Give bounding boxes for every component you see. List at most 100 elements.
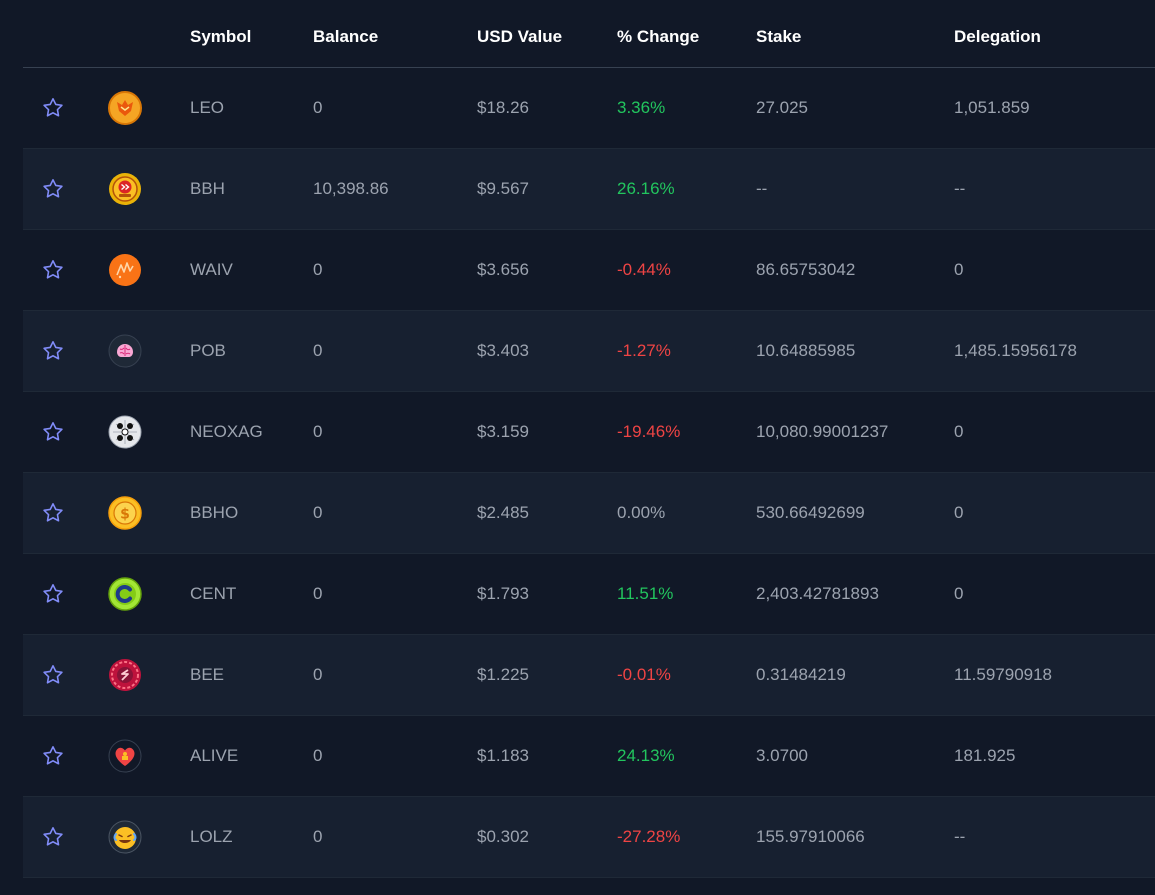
star-icon[interactable] — [41, 420, 65, 444]
table-row[interactable]: CENT 0 $1.793 11.51% 2,403.42781893 0 — [23, 554, 1155, 635]
column-header-change[interactable]: % Change — [617, 27, 700, 46]
table-row[interactable]: LOLZ 0 $0.302 -27.28% 155.97910066 -- — [23, 797, 1155, 878]
token-change: 26.16% — [617, 179, 675, 198]
table-row[interactable]: $ BBHO 0 $2.485 0.00% 530.66492699 0 — [23, 473, 1155, 554]
token-usd-value: $0.302 — [477, 827, 529, 846]
token-change: 3.36% — [617, 98, 666, 117]
token-stake: 155.97910066 — [756, 827, 865, 846]
token-symbol[interactable]: ALIVE — [190, 746, 239, 765]
token-balance: 0 — [313, 827, 323, 846]
star-icon[interactable] — [41, 339, 65, 363]
token-stake: 27.025 — [756, 98, 808, 117]
token-delegation: -- — [954, 827, 966, 846]
token-change: -1.27% — [617, 341, 671, 360]
table-row[interactable]: WAIV 0 $3.656 -0.44% 86.65753042 0 — [23, 230, 1155, 311]
neoxag-token-icon — [108, 415, 142, 449]
token-change: -27.28% — [617, 827, 681, 846]
token-change: 24.13% — [617, 746, 675, 765]
star-icon[interactable] — [41, 258, 65, 282]
table-body: LEO 0 $18.26 3.36% 27.025 1,051.859 BBH … — [23, 68, 1155, 878]
token-usd-value: $2.485 — [477, 503, 529, 522]
token-stake: 530.66492699 — [756, 503, 865, 522]
token-usd-value: $9.567 — [477, 179, 529, 198]
token-symbol[interactable]: BBHO — [190, 503, 239, 522]
waiv-token-icon — [108, 253, 142, 287]
token-symbol[interactable]: WAIV — [190, 260, 233, 279]
token-stake: 3.0700 — [756, 746, 808, 765]
token-delegation: 1,485.15956178 — [954, 341, 1077, 360]
alive-token-icon — [108, 739, 142, 773]
token-symbol[interactable]: LOLZ — [190, 827, 233, 846]
table-row[interactable]: LEO 0 $18.26 3.36% 27.025 1,051.859 — [23, 68, 1155, 149]
token-symbol[interactable]: BEE — [190, 665, 225, 684]
table-row[interactable]: ALIVE 0 $1.183 24.13% 3.0700 181.925 — [23, 716, 1155, 797]
bbh-token-icon — [108, 172, 142, 206]
token-balance: 0 — [313, 341, 323, 360]
column-header-balance[interactable]: Balance — [313, 27, 379, 46]
cent-token-icon — [108, 577, 142, 611]
token-balance: 0 — [313, 665, 323, 684]
star-icon[interactable] — [41, 825, 65, 849]
token-change: -0.44% — [617, 260, 671, 279]
token-balance: 0 — [313, 260, 323, 279]
column-header-stake[interactable]: Stake — [756, 27, 802, 46]
token-delegation: 0 — [954, 260, 964, 279]
token-delegation: 0 — [954, 422, 964, 441]
token-usd-value: $3.656 — [477, 260, 529, 279]
token-change: -0.01% — [617, 665, 671, 684]
column-header-symbol[interactable]: Symbol — [190, 27, 252, 46]
token-usd-value: $18.26 — [477, 98, 529, 117]
lolz-token-icon — [108, 820, 142, 854]
token-balance: 10,398.86 — [313, 179, 389, 198]
token-balance: 0 — [313, 746, 323, 765]
table-row[interactable]: BEE 0 $1.225 -0.01% 0.31484219 11.597909… — [23, 635, 1155, 716]
token-usd-value: $3.403 — [477, 341, 529, 360]
token-symbol[interactable]: NEOXAG — [190, 422, 263, 441]
star-icon[interactable] — [41, 96, 65, 120]
table-header: Symbol Balance USD Value % Change Stake … — [23, 0, 1155, 68]
token-symbol[interactable]: LEO — [190, 98, 225, 117]
bbho-token-icon: $ — [108, 496, 142, 530]
token-delegation: 11.59790918 — [954, 665, 1053, 684]
token-stake: 0.31484219 — [756, 665, 846, 684]
leo-token-icon — [108, 91, 142, 125]
token-stake: 86.65753042 — [756, 260, 856, 279]
table-row[interactable]: POB 0 $3.403 -1.27% 10.64885985 1,485.15… — [23, 311, 1155, 392]
token-change: -19.46% — [617, 422, 681, 441]
column-header-usd-value[interactable]: USD Value — [477, 27, 563, 46]
token-symbol[interactable]: BBH — [190, 179, 225, 198]
token-usd-value: $1.793 — [477, 584, 529, 603]
token-balance: 0 — [313, 503, 323, 522]
table-row[interactable]: NEOXAG 0 $3.159 -19.46% 10,080.99001237 … — [23, 392, 1155, 473]
table-row[interactable]: BBH 10,398.86 $9.567 26.16% -- -- — [23, 149, 1155, 230]
token-usd-value: $3.159 — [477, 422, 529, 441]
token-change: 0.00% — [617, 503, 666, 522]
star-icon[interactable] — [41, 663, 65, 687]
token-delegation: 0 — [954, 584, 964, 603]
token-table: Symbol Balance USD Value % Change Stake … — [23, 0, 1155, 878]
token-delegation: -- — [954, 179, 966, 198]
token-stake: 2,403.42781893 — [756, 584, 879, 603]
token-stake: 10.64885985 — [756, 341, 856, 360]
star-icon[interactable] — [41, 177, 65, 201]
token-change: 11.51% — [617, 584, 674, 603]
star-icon[interactable] — [41, 582, 65, 606]
bee-token-icon — [108, 658, 142, 692]
token-balance: 0 — [313, 584, 323, 603]
token-symbol[interactable]: CENT — [190, 584, 237, 603]
token-usd-value: $1.183 — [477, 746, 529, 765]
token-delegation: 1,051.859 — [954, 98, 1030, 117]
token-delegation: 181.925 — [954, 746, 1016, 765]
token-stake: 10,080.99001237 — [756, 422, 889, 441]
token-balance: 0 — [313, 422, 323, 441]
pob-token-icon — [108, 334, 142, 368]
token-symbol[interactable]: POB — [190, 341, 226, 360]
token-delegation: 0 — [954, 503, 964, 522]
token-stake: -- — [756, 179, 768, 198]
token-balance: 0 — [313, 98, 323, 117]
svg-text:$: $ — [120, 507, 130, 523]
star-icon[interactable] — [41, 744, 65, 768]
star-icon[interactable] — [41, 501, 65, 525]
token-usd-value: $1.225 — [477, 665, 529, 684]
column-header-delegation[interactable]: Delegation — [954, 27, 1041, 46]
